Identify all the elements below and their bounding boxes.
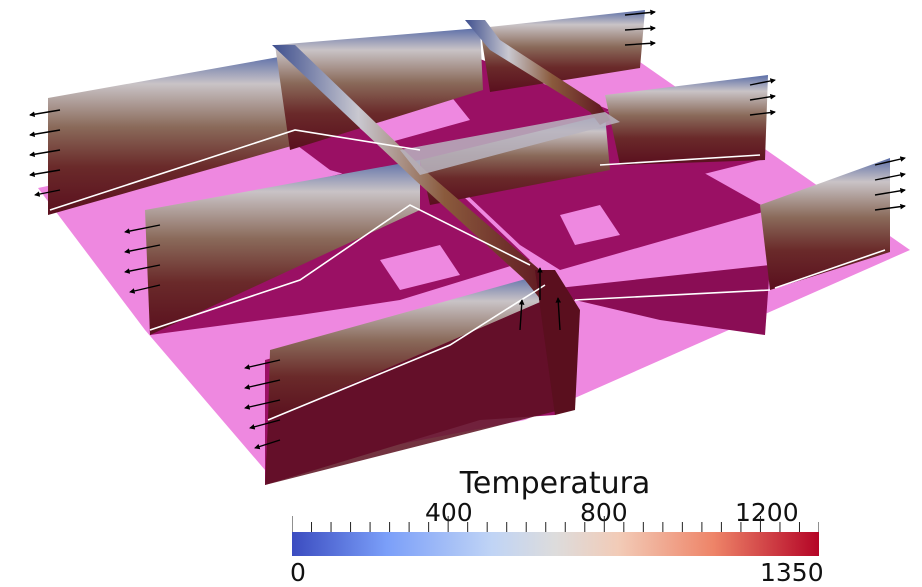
isotherm-line [49,129,421,211]
isotherm-line [149,204,531,331]
wall-front-lower [265,300,560,485]
ridge-right [465,20,610,125]
slab-front-right [540,265,770,335]
plane-hole-3 [560,205,620,245]
wall-mid-left [145,160,420,335]
colorbar-legend: Temperatura 400 800 1200 0 1350 [290,466,824,587]
isotherm-line [599,154,761,166]
isotherm-line [774,249,886,289]
colorbar-title: Temperatura [459,466,651,501]
wall-mid-right [420,115,610,205]
wall-back-center [275,28,483,150]
colorbar-gradient [292,532,819,556]
plane-hole-2 [380,245,460,290]
ridge-left [272,45,560,305]
colorbar-tick-label: 1200 [735,498,799,527]
wall-right-front [760,158,890,290]
wall-back-right [480,10,645,92]
velocity-arrows [29,9,906,450]
wall-front [268,275,545,420]
colorbar-max-label: 1350 [760,558,824,587]
ridge-front [535,270,580,415]
isotherm-line [574,289,771,301]
colorbar-ticks [292,516,819,532]
ridge-cross [400,112,620,175]
isotherm-line [267,284,546,421]
wall-right-back [605,75,768,165]
wall-back-left [48,55,295,215]
colorbar-tick-label: 400 [425,498,473,527]
colorbar-min-label: 0 [290,558,306,587]
